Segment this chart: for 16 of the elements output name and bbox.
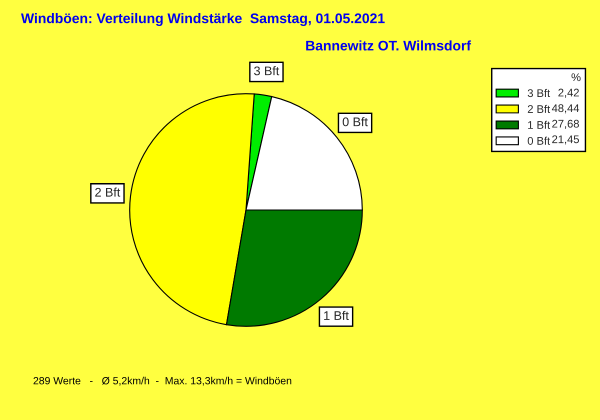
slice-label: 1 Bft	[324, 310, 349, 320]
legend-title: %	[572, 73, 581, 82]
legend-label: 3 Bft	[528, 88, 550, 98]
data-label: 21,45	[552, 135, 579, 145]
legend-label: 0 Bft	[528, 136, 550, 145]
slice-label: 3 Bft	[254, 66, 280, 76]
data-label: 48,44	[552, 104, 580, 114]
chart-title: Windböen: Verteilung Windstärke Samstag, 01.05.2021	[21, 13, 385, 26]
data-label: 2,42	[558, 88, 579, 98]
slice-label: 2 Bft	[95, 188, 120, 197]
text: 289 Werte - Ø 5,2km/h - Max. 13,3km/h = Windböen	[34, 376, 292, 386]
chart-subtitle: Bannewitz OT. Wilmsdorf	[306, 40, 472, 51]
slice-label: 0 Bft	[342, 117, 368, 126]
data-label: 27,68	[552, 120, 579, 129]
legend-label: 2 Bft	[528, 104, 550, 113]
legend-label: 1 Bft	[528, 120, 550, 129]
